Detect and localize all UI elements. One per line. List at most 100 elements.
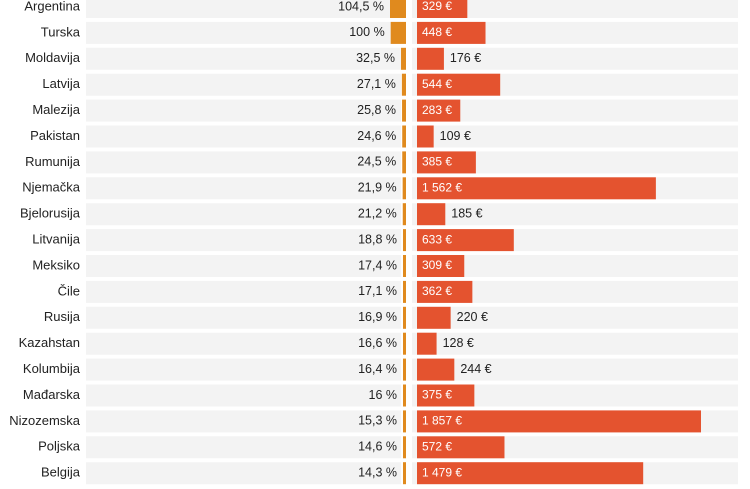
row-background [86, 280, 401, 303]
euro-bar [417, 332, 437, 355]
percent-bar [403, 255, 406, 277]
euro-bar [417, 280, 473, 303]
percent-bar [401, 47, 406, 70]
percent-label: 17,1 % [358, 284, 397, 298]
row-background [86, 125, 401, 148]
euro-label: 1 562 € [422, 180, 462, 194]
percent-label: 21,9 % [358, 181, 397, 195]
row-background [86, 255, 401, 277]
country-label: Rusija [44, 309, 81, 324]
percent-label: 16,6 % [358, 336, 397, 350]
country-label: Pakistan [30, 128, 80, 143]
country-label: Latvija [42, 76, 80, 91]
percent-bar [403, 358, 406, 381]
country-label: Kazahstan [19, 335, 80, 350]
percent-label: 15,3 % [358, 414, 397, 428]
percent-bar [403, 229, 406, 252]
country-label: Nizozemska [9, 413, 81, 428]
percent-label: 25,8 % [357, 103, 396, 117]
percent-label: 24,6 % [357, 129, 396, 143]
row-background [86, 73, 401, 96]
percent-bar [403, 306, 406, 329]
percent-bar [390, 0, 406, 18]
percent-bar [403, 462, 406, 485]
row-background [412, 125, 738, 148]
percent-label: 18,8 % [358, 232, 397, 246]
row-background [412, 255, 738, 277]
euro-bar [417, 410, 701, 433]
euro-bar [417, 0, 468, 18]
euro-label: 1 479 € [422, 465, 462, 479]
row-background [412, 0, 738, 18]
country-label: Turska [41, 24, 81, 39]
euro-bar [417, 306, 451, 329]
euro-bar [417, 73, 501, 96]
euro-bar [417, 151, 476, 174]
country-label: Rumunija [25, 154, 81, 169]
country-label: Argentina [24, 0, 80, 13]
country-label: Kolumbija [23, 361, 81, 376]
row-background [412, 332, 738, 355]
euro-label: 185 € [451, 206, 482, 220]
euro-bar [417, 462, 644, 485]
euro-label: 544 € [422, 77, 452, 91]
row-background [412, 384, 738, 407]
percent-label: 17,4 % [358, 258, 397, 272]
percent-label: 32,5 % [356, 51, 395, 65]
row-background [86, 151, 401, 174]
euro-label: 362 € [422, 284, 452, 298]
euro-bar [417, 358, 455, 381]
percent-bar [402, 99, 406, 122]
euro-label: 572 € [422, 439, 452, 453]
percent-label: 24,5 % [357, 155, 396, 169]
country-label: Belgija [41, 465, 81, 480]
percent-label: 16,4 % [358, 362, 397, 376]
euro-bar [417, 125, 434, 148]
row-background [86, 0, 401, 18]
percent-bar [402, 203, 406, 226]
percent-label: 27,1 % [357, 77, 396, 91]
euro-bar [417, 384, 475, 407]
percent-bar [402, 177, 406, 200]
row-background [412, 21, 738, 44]
row-background [86, 410, 401, 433]
country-label: Moldavija [25, 50, 81, 65]
country-label: Čile [58, 283, 80, 298]
euro-bar [417, 229, 514, 252]
row-background [412, 47, 738, 70]
row-background [86, 436, 401, 459]
euro-bar [417, 255, 465, 277]
euro-label: 283 € [422, 103, 452, 117]
country-label: Malezija [32, 102, 80, 117]
percent-label: 14,6 % [358, 440, 397, 454]
euro-bar [417, 21, 486, 44]
country-label: Mađarska [23, 387, 81, 402]
row-background [86, 384, 401, 407]
percent-label: 104,5 % [338, 0, 384, 13]
euro-bar [417, 177, 656, 200]
row-background [86, 462, 401, 485]
euro-label: 375 € [422, 388, 452, 402]
percent-label: 100 % [349, 25, 384, 39]
row-background [412, 306, 738, 329]
country-label: Litvanija [32, 232, 80, 247]
percent-label: 14,3 % [358, 465, 397, 479]
row-background [412, 99, 738, 122]
euro-label: 109 € [440, 129, 471, 143]
euro-label: 244 € [460, 362, 491, 376]
euro-label: 220 € [457, 310, 488, 324]
row-background [412, 358, 738, 381]
euro-bar [417, 99, 461, 122]
euro-label: 448 € [422, 25, 452, 39]
euro-bar [417, 436, 505, 459]
euro-label: 385 € [422, 155, 452, 169]
country-label: Poljska [38, 439, 81, 454]
row-background [412, 203, 738, 226]
row-background [86, 21, 401, 44]
percent-label: 21,2 % [358, 206, 397, 220]
country-label: Njemačka [22, 180, 81, 195]
row-background [86, 47, 401, 70]
percent-bar [402, 151, 406, 174]
euro-label: 633 € [422, 232, 452, 246]
